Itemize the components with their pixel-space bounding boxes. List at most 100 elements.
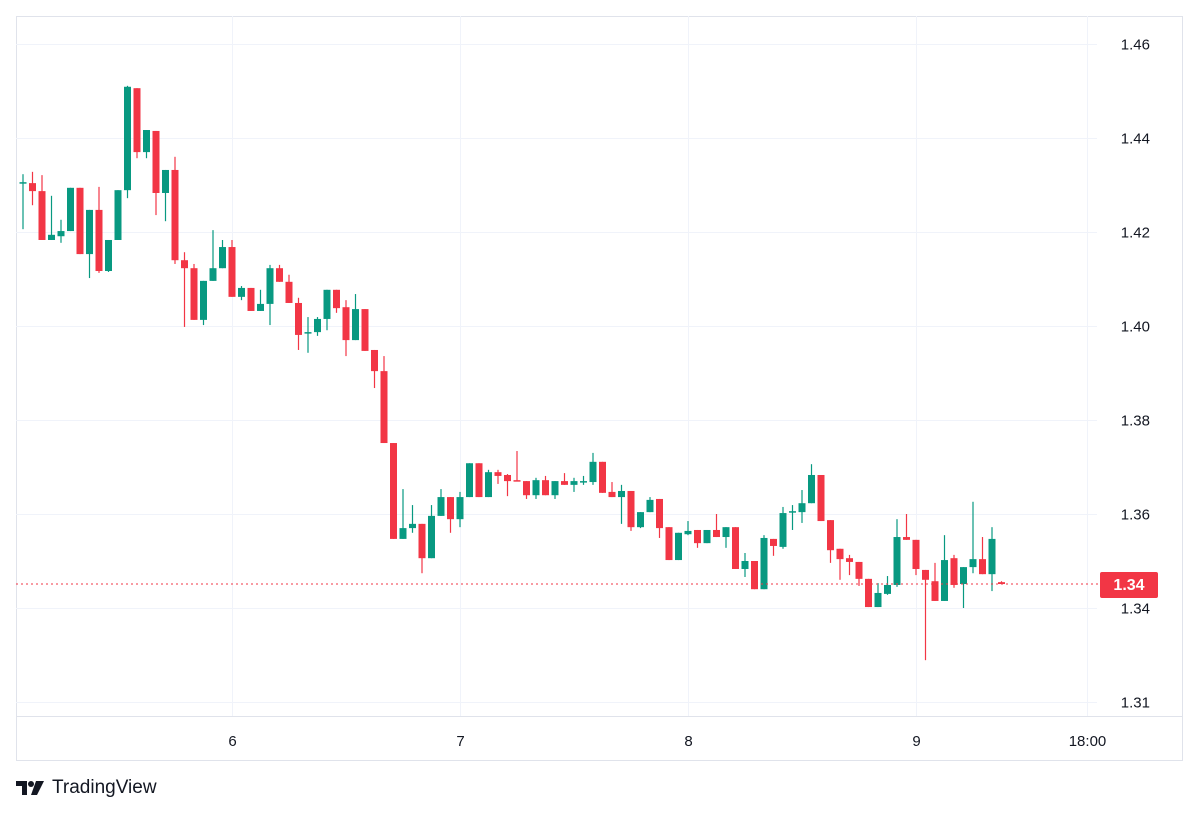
candle-body bbox=[295, 302, 302, 335]
candle-body bbox=[817, 474, 825, 522]
candle-body bbox=[646, 499, 654, 513]
candle-up bbox=[86, 209, 93, 279]
candle-down bbox=[333, 289, 340, 313]
candle-body bbox=[19, 182, 27, 184]
candle-down bbox=[713, 514, 720, 538]
candle-body bbox=[969, 559, 977, 568]
candle-body bbox=[105, 239, 112, 272]
candle-body bbox=[437, 497, 445, 516]
last-price-badge: 1.34 bbox=[1100, 572, 1158, 599]
candle-body bbox=[570, 481, 578, 485]
candle-body bbox=[855, 561, 863, 579]
candle-up bbox=[209, 230, 217, 281]
candle-down bbox=[627, 490, 635, 531]
candle-body bbox=[57, 231, 65, 237]
y-tick-label: 1.42 bbox=[1121, 225, 1150, 242]
candle-up bbox=[969, 501, 977, 574]
candle-body bbox=[884, 584, 891, 594]
candle-up bbox=[722, 527, 730, 548]
candle-body bbox=[770, 538, 777, 546]
y-tick-label: 1.44 bbox=[1121, 131, 1150, 148]
x-tick-label: 6 bbox=[228, 733, 236, 750]
chart-frame bbox=[16, 16, 1183, 761]
candle-down bbox=[181, 252, 188, 327]
candle-body bbox=[371, 349, 378, 372]
candle-body bbox=[713, 529, 720, 538]
candle-down bbox=[846, 554, 853, 576]
candle-down bbox=[542, 475, 549, 496]
candle-down bbox=[817, 474, 825, 522]
candle-up bbox=[988, 527, 996, 592]
candle-up bbox=[323, 289, 331, 331]
candle-body bbox=[485, 472, 492, 498]
candle-down bbox=[38, 175, 46, 240]
candle-up bbox=[57, 219, 65, 243]
candle-down bbox=[29, 171, 36, 206]
candle-body bbox=[979, 559, 986, 575]
candle-up bbox=[684, 521, 692, 536]
candle-up bbox=[551, 481, 559, 499]
candle-down bbox=[285, 274, 293, 303]
candle-down bbox=[95, 186, 103, 273]
candle-down bbox=[76, 187, 84, 255]
candle-down bbox=[190, 263, 198, 320]
candle-body bbox=[95, 209, 103, 272]
candle-down bbox=[494, 469, 502, 484]
candle-down bbox=[912, 539, 920, 576]
candle-down bbox=[171, 156, 179, 264]
candle-body bbox=[409, 523, 416, 529]
candle-up bbox=[675, 532, 682, 561]
candle-body bbox=[893, 537, 901, 585]
candle-body bbox=[836, 548, 844, 560]
time-axis[interactable]: 6 7 8 9 18:00 bbox=[228, 733, 1106, 750]
candle-body bbox=[190, 268, 198, 320]
candle-down bbox=[903, 514, 910, 540]
candle-down bbox=[523, 481, 530, 499]
candle-up bbox=[304, 317, 312, 353]
candle-body bbox=[665, 527, 673, 561]
candle-body bbox=[456, 497, 464, 520]
candle-up bbox=[219, 239, 226, 269]
x-tick-label: 8 bbox=[684, 733, 692, 750]
candle-up bbox=[703, 529, 711, 544]
candle-body bbox=[48, 234, 55, 240]
candle-body bbox=[352, 309, 359, 341]
candle-body bbox=[361, 309, 369, 351]
logo-text: TradingView bbox=[52, 777, 157, 798]
candle-body bbox=[323, 289, 331, 319]
candle-body bbox=[114, 190, 122, 240]
candle-body bbox=[247, 287, 255, 311]
candle-body bbox=[466, 463, 473, 498]
candle-body bbox=[418, 523, 426, 559]
price-axis[interactable]: 1.46 1.44 1.42 1.40 1.38 1.36 1.34 1.31 bbox=[1121, 37, 1150, 712]
candle-body bbox=[133, 88, 141, 153]
candle-body bbox=[808, 474, 815, 504]
tradingview-logo[interactable]: TradingView bbox=[16, 777, 157, 799]
candle-body bbox=[874, 592, 882, 608]
candle-down bbox=[390, 443, 397, 539]
candle-body bbox=[86, 209, 93, 255]
candle-down bbox=[513, 451, 521, 482]
candle-body bbox=[162, 169, 169, 193]
candle-body bbox=[304, 332, 312, 334]
candle-up bbox=[114, 190, 122, 240]
candle-body bbox=[200, 280, 207, 320]
candle-up bbox=[874, 583, 882, 608]
candle-down bbox=[694, 529, 701, 548]
candle-up bbox=[67, 187, 74, 232]
candle-body bbox=[722, 527, 730, 538]
y-tick-label: 1.34 bbox=[1121, 601, 1150, 618]
candle-up bbox=[257, 289, 264, 311]
candle-body bbox=[561, 481, 568, 485]
candle-body bbox=[219, 247, 226, 269]
candle-down bbox=[380, 356, 388, 444]
candle-up bbox=[779, 506, 787, 549]
candle-body bbox=[143, 130, 150, 153]
candle-down bbox=[342, 300, 350, 357]
candle-up bbox=[760, 535, 768, 590]
candle-body bbox=[342, 307, 350, 341]
candle-body bbox=[922, 569, 929, 580]
candle-up bbox=[456, 491, 464, 528]
candle-down bbox=[447, 497, 454, 533]
